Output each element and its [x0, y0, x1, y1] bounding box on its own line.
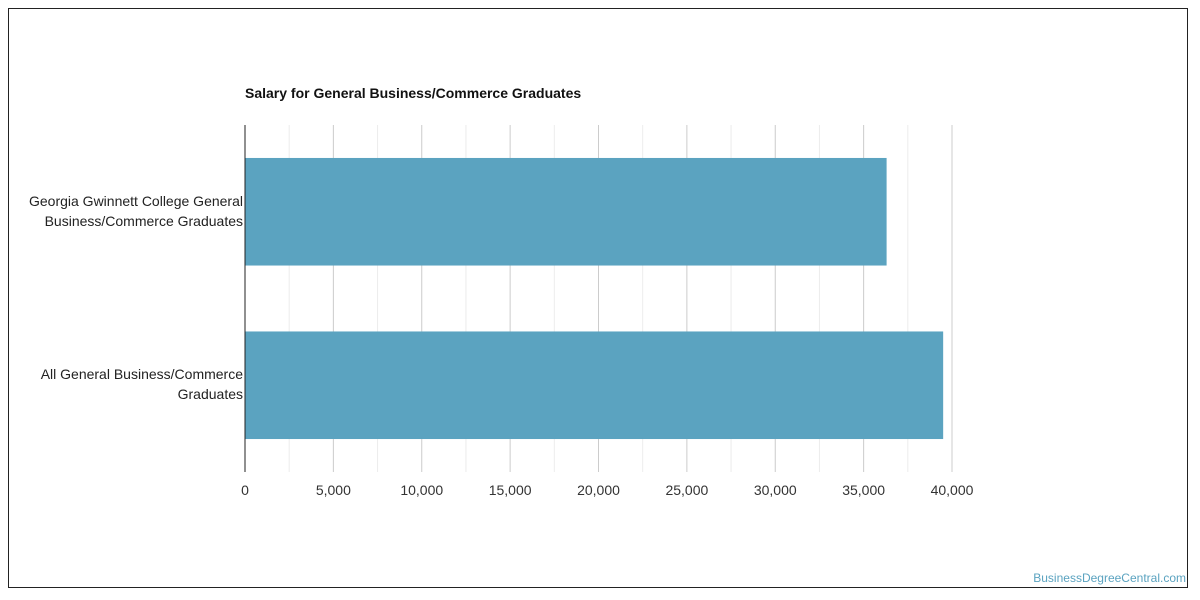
- x-tick-label: 35,000: [842, 482, 885, 498]
- category-label-line: All General Business/Commerce: [40, 366, 243, 383]
- x-tick-label: 40,000: [931, 482, 974, 498]
- category-label-line: Georgia Gwinnett College General: [28, 192, 243, 209]
- bar: [245, 331, 944, 440]
- x-tick-label: 25,000: [665, 482, 708, 498]
- category-label-line: Graduates: [177, 386, 243, 403]
- chart-title: Salary for General Business/Commerce Gra…: [245, 85, 582, 101]
- bar: [245, 157, 887, 266]
- x-tick-label: 30,000: [754, 482, 797, 498]
- x-tick-label: 15,000: [489, 482, 532, 498]
- x-tick-label: 20,000: [577, 482, 620, 498]
- watermark: BusinessDegreeCentral.com: [1033, 571, 1186, 585]
- x-tick-label: 5,000: [316, 482, 351, 498]
- category-label-line: Business/Commerce Graduates: [44, 212, 243, 229]
- x-tick-label: 0: [241, 482, 249, 498]
- category-label: All General Business/Commerce Graduates: [3, 364, 243, 404]
- x-tick-label: 10,000: [400, 482, 443, 498]
- category-label: Georgia Gwinnett College General Business…: [3, 191, 243, 231]
